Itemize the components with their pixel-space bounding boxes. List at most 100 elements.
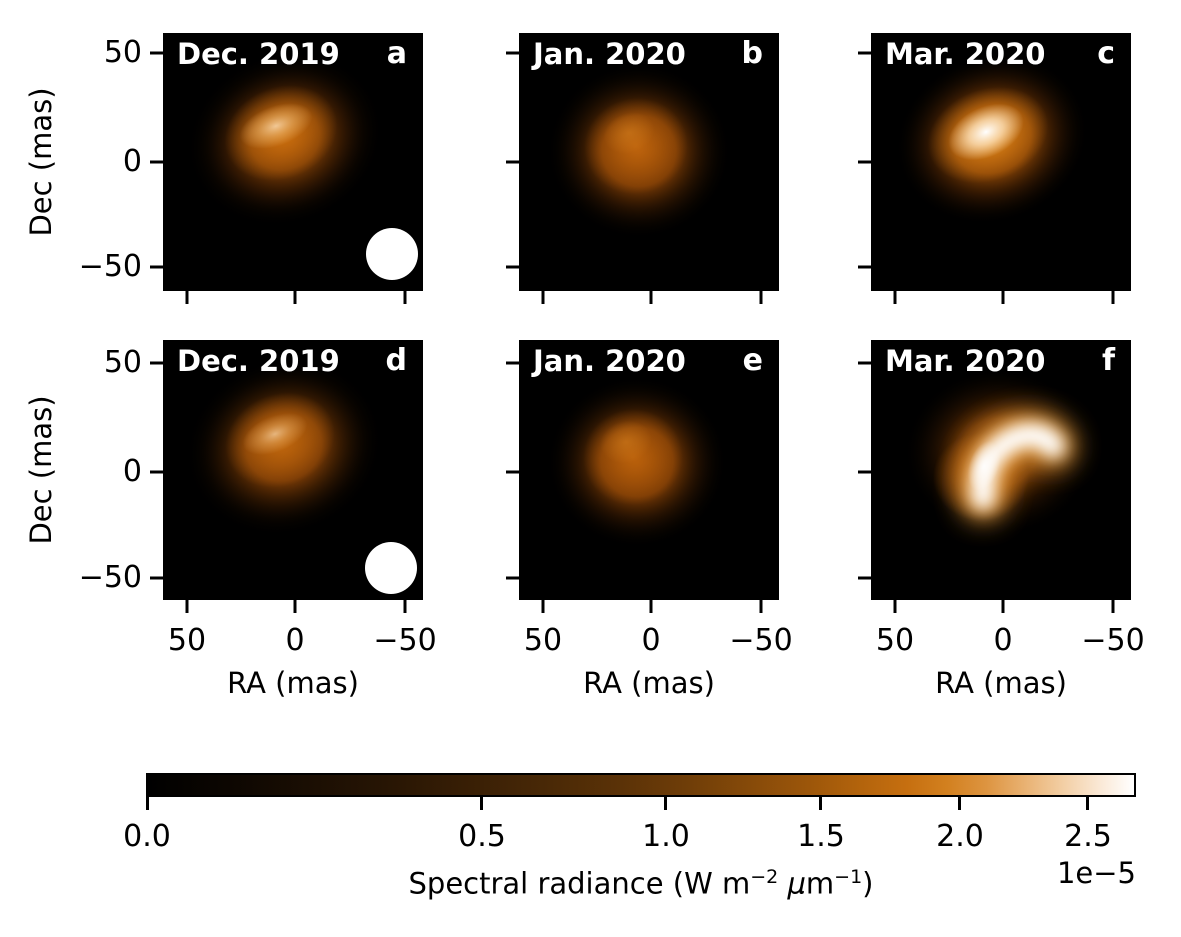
x-tick-label: 0: [285, 623, 305, 658]
panel-letter-label: a: [386, 36, 407, 71]
y-tick-mark: [506, 160, 519, 164]
x-tick-mark: [293, 600, 297, 613]
x-tick-mark: [403, 291, 407, 304]
bright-lobe: [242, 413, 308, 455]
x-tick-label: −50: [729, 623, 793, 658]
x-tick-mark: [759, 291, 763, 304]
panel-letter-label: e: [742, 343, 763, 378]
y-tick-mark: [150, 160, 163, 164]
bright-core: [948, 103, 1024, 161]
y-tick-mark: [506, 576, 519, 580]
x-tick-mark: [293, 291, 297, 304]
x-tick-mark: [893, 600, 897, 613]
y-tick-mark: [858, 470, 871, 474]
x-tick-mark: [185, 600, 189, 613]
colorbar-tick-label: 2.5: [1064, 819, 1112, 854]
y-tick-mark: [506, 265, 519, 269]
x-tick-mark: [1111, 291, 1115, 304]
y-axis-label-row1: Dec (mas): [24, 87, 58, 237]
panel-epoch-label: Mar. 2020: [885, 37, 1046, 71]
y-tick-label: 50: [103, 35, 142, 70]
colorbar-label: Spectral radiance (W m−2 μm−1): [341, 858, 941, 903]
x-tick-label: 50: [875, 623, 915, 658]
star-image-c: [871, 33, 1131, 291]
y-tick-mark: [150, 51, 163, 55]
colorbar-tick-mark: [664, 797, 667, 810]
x-axis-label-col1: RA (mas): [227, 666, 359, 700]
x-tick-mark: [541, 291, 545, 304]
panel-letter-label: b: [741, 36, 763, 71]
y-tick-label: −50: [78, 560, 142, 595]
y-tick-mark: [858, 265, 871, 269]
x-tick-mark: [649, 291, 653, 304]
colorbar-label-exponent: −2: [750, 866, 779, 888]
panel-epoch-label: Dec. 2019: [177, 37, 340, 71]
colorbar-tick-mark: [819, 797, 822, 810]
x-tick-mark: [1001, 600, 1005, 613]
y-axis-label-row2: Dec (mas): [24, 395, 58, 545]
x-tick-label: −50: [373, 623, 437, 658]
colorbar-label-unit: m: [805, 866, 835, 901]
beam-marker: [366, 228, 418, 280]
star-image-e: [519, 340, 779, 600]
colorbar-offset-label: 1e−5: [1056, 856, 1136, 890]
x-tick-mark: [759, 600, 763, 613]
star-image-a: [163, 33, 423, 291]
bright-lobe: [600, 420, 652, 464]
panel-b: Jan. 2020 b: [506, 33, 779, 304]
y-tick-mark: [858, 160, 871, 164]
panel-epoch-label: Mar. 2020: [885, 344, 1046, 378]
panel-letter-label: f: [1101, 343, 1115, 378]
colorbar-gradient: [146, 773, 1136, 797]
y-tick-label: 0: [122, 454, 142, 489]
y-tick-mark: [858, 576, 871, 580]
bright-lobe: [239, 103, 313, 149]
panel-f: Mar. 2020 f: [858, 340, 1131, 613]
y-tick-label: 50: [103, 345, 142, 380]
colorbar-label-close: ): [862, 866, 874, 901]
beam-marker: [365, 542, 417, 594]
colorbar-tick-mark: [146, 797, 149, 810]
y-tick-mark: [858, 51, 871, 55]
y-tick-mark: [150, 576, 163, 580]
x-axis-label-col3: RA (mas): [935, 666, 1067, 700]
y-tick-mark: [150, 470, 163, 474]
colorbar-tick-label: 0.5: [458, 819, 506, 854]
colorbar-tick-mark: [958, 797, 961, 810]
colorbar-tick-mark: [1086, 797, 1089, 810]
colorbar-tick-label: 1.0: [642, 819, 690, 854]
x-tick-mark: [185, 291, 189, 304]
x-tick-label: 0: [993, 623, 1013, 658]
y-tick-mark: [150, 265, 163, 269]
colorbar-tick-mark: [480, 797, 483, 810]
y-tick-mark: [150, 361, 163, 365]
x-axis-label-col2: RA (mas): [583, 666, 715, 700]
panel-c: Mar. 2020 c: [858, 33, 1131, 304]
colorbar-label-text: Spectral radiance (W m: [408, 866, 751, 901]
star-image-f: [871, 340, 1131, 600]
colorbar-tick-label: 2.0: [936, 819, 984, 854]
panel-epoch-label: Dec. 2019: [177, 344, 340, 378]
star-image-b: [519, 33, 779, 291]
panel-e: Jan. 2020 e: [506, 340, 779, 613]
x-tick-mark: [403, 600, 407, 613]
panel-letter-label: d: [385, 343, 407, 378]
x-tick-label: −50: [1081, 623, 1145, 658]
x-tick-mark: [649, 600, 653, 613]
x-tick-mark: [541, 600, 545, 613]
colorbar-tick-label: 0.0: [123, 819, 171, 854]
y-tick-label: −50: [78, 249, 142, 284]
x-tick-mark: [1111, 600, 1115, 613]
colorbar-label-exponent: −1: [834, 866, 863, 888]
panel-d: Dec. 2019 d: [150, 340, 423, 613]
x-tick-label: 50: [523, 623, 563, 658]
y-tick-mark: [506, 51, 519, 55]
x-tick-mark: [893, 291, 897, 304]
y-tick-mark: [506, 470, 519, 474]
y-tick-mark: [858, 361, 871, 365]
colorbar-tick-label: 1.5: [797, 819, 845, 854]
bright-core: [967, 440, 1001, 492]
x-tick-mark: [1001, 291, 1005, 304]
panel-epoch-label: Jan. 2020: [533, 344, 686, 378]
